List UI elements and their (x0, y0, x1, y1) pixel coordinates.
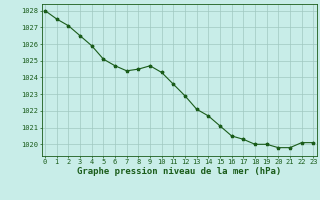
X-axis label: Graphe pression niveau de la mer (hPa): Graphe pression niveau de la mer (hPa) (77, 167, 281, 176)
